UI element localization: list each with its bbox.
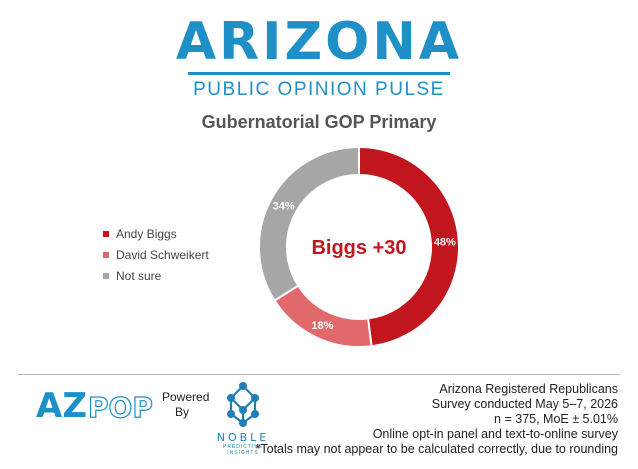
brand-subtitle: PUBLIC OPINION PULSE xyxy=(193,79,445,100)
noble-network-icon xyxy=(227,382,259,427)
center-label: Biggs +30 xyxy=(311,237,406,259)
legend-item-not-sure: Not sure xyxy=(103,265,209,286)
azpop-logo-text: AZ xyxy=(36,386,87,424)
legend-swatch-david-schweikert xyxy=(103,251,109,258)
legend-item-andy-biggs: Andy Biggs xyxy=(103,223,209,244)
slice-not-sure xyxy=(258,145,360,302)
azpop-logo-text-outline: POP xyxy=(88,391,153,424)
survey-note-method: Online opt-in panel and text-to-online s… xyxy=(372,427,618,441)
slice-label-andy-biggs: 48% xyxy=(434,237,456,249)
slice-label-david-schweikert: 18% xyxy=(311,320,333,332)
chart-legend: Andy Biggs David Schweikert Not sure xyxy=(103,223,209,286)
legend-label-andy-biggs: Andy Biggs xyxy=(116,226,177,241)
brand-header: ARIZONA PUBLIC OPINION PULSE xyxy=(0,14,638,101)
noble-logo: NOBLE PREDICTIVE INSIGHTS xyxy=(208,380,278,456)
survey-note-population: Arizona Registered Republicans xyxy=(439,382,618,396)
noble-name: NOBLE xyxy=(216,431,270,444)
legend-label-david-schweikert: David Schweikert xyxy=(116,247,209,262)
brand-name: ARIZONA xyxy=(175,12,463,72)
brand-divider xyxy=(188,72,450,75)
survey-note-rounding: *Totals may not appear to be calculated … xyxy=(255,442,618,456)
slice-david-schweikert xyxy=(273,284,373,348)
slice-label-not-sure: 34% xyxy=(273,201,295,213)
powered-by-label: Powered By xyxy=(162,390,210,419)
chart-title: Gubernatorial GOP Primary xyxy=(201,112,437,132)
legend-swatch-not-sure xyxy=(103,272,109,279)
slice-andy-biggs xyxy=(358,145,460,348)
noble-tagline: PREDICTIVE INSIGHTS xyxy=(222,444,263,456)
legend-item-david-schweikert: David Schweikert xyxy=(103,244,209,265)
legend-label-not-sure: Not sure xyxy=(116,268,162,283)
legend-swatch-andy-biggs xyxy=(103,230,109,237)
survey-note-dates: Survey conducted May 5–7, 2026 xyxy=(431,397,618,411)
survey-note-sample: n = 375, MoE ± 5.01% xyxy=(494,412,618,426)
survey-notes: Arizona Registered Republicans Survey co… xyxy=(256,382,618,457)
footer-divider xyxy=(18,374,620,375)
azpop-logo: AZ POP xyxy=(36,386,153,424)
